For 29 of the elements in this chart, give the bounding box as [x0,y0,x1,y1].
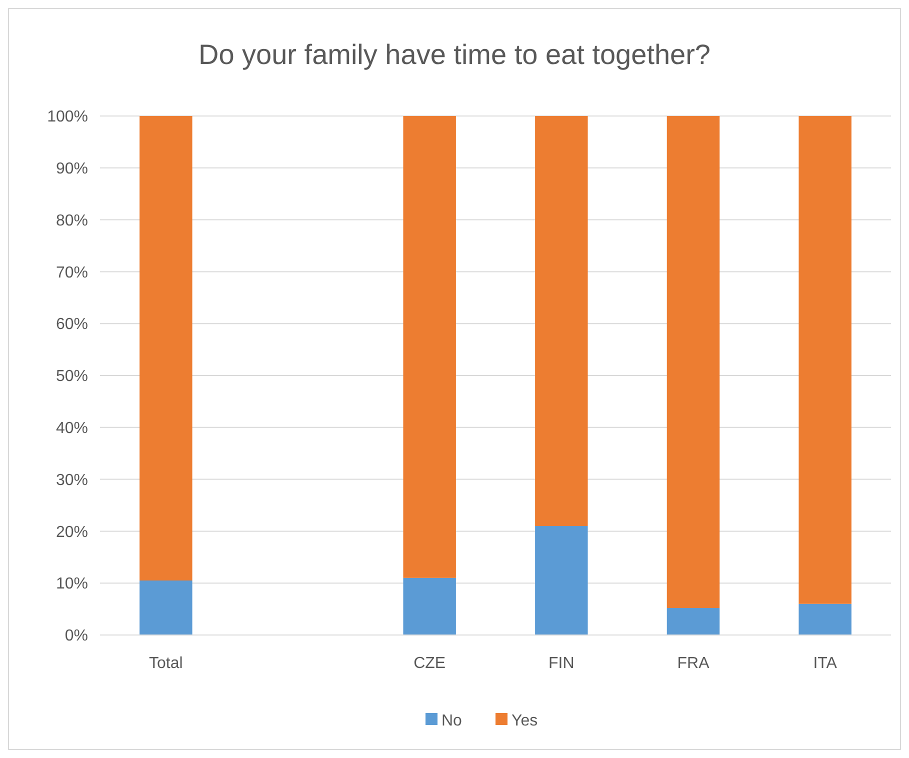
x-tick-label: ITA [813,655,838,672]
bar [403,116,456,578]
chart-title: Do your family have time to eat together? [198,39,711,70]
y-tick-label: 30% [56,472,88,489]
legend-label: Yes [512,712,538,730]
bar [798,116,852,604]
bar [535,526,588,635]
bar [666,116,720,608]
bar [798,604,852,635]
y-tick-label: 100% [47,108,88,126]
x-tick-label: Total [149,655,183,672]
y-tick-label: 20% [56,524,88,541]
bar [666,608,720,635]
y-tick-label: 60% [56,316,88,334]
y-tick-label: 90% [56,160,88,178]
bar [140,116,192,581]
y-tick-label: 0% [64,628,88,645]
x-tick-label: FRA [677,655,710,672]
bar [535,116,588,526]
x-tick-label: FIN [548,655,574,672]
bar [403,578,456,635]
y-tick-label: 70% [56,264,88,282]
bar [140,580,192,635]
y-tick-label: 80% [56,212,88,230]
y-tick-label: 40% [56,420,88,437]
legend-label: No [442,712,462,730]
y-tick-label: 50% [56,368,88,386]
x-tick-label: CZE [414,655,446,672]
y-tick-label: 10% [56,576,88,593]
